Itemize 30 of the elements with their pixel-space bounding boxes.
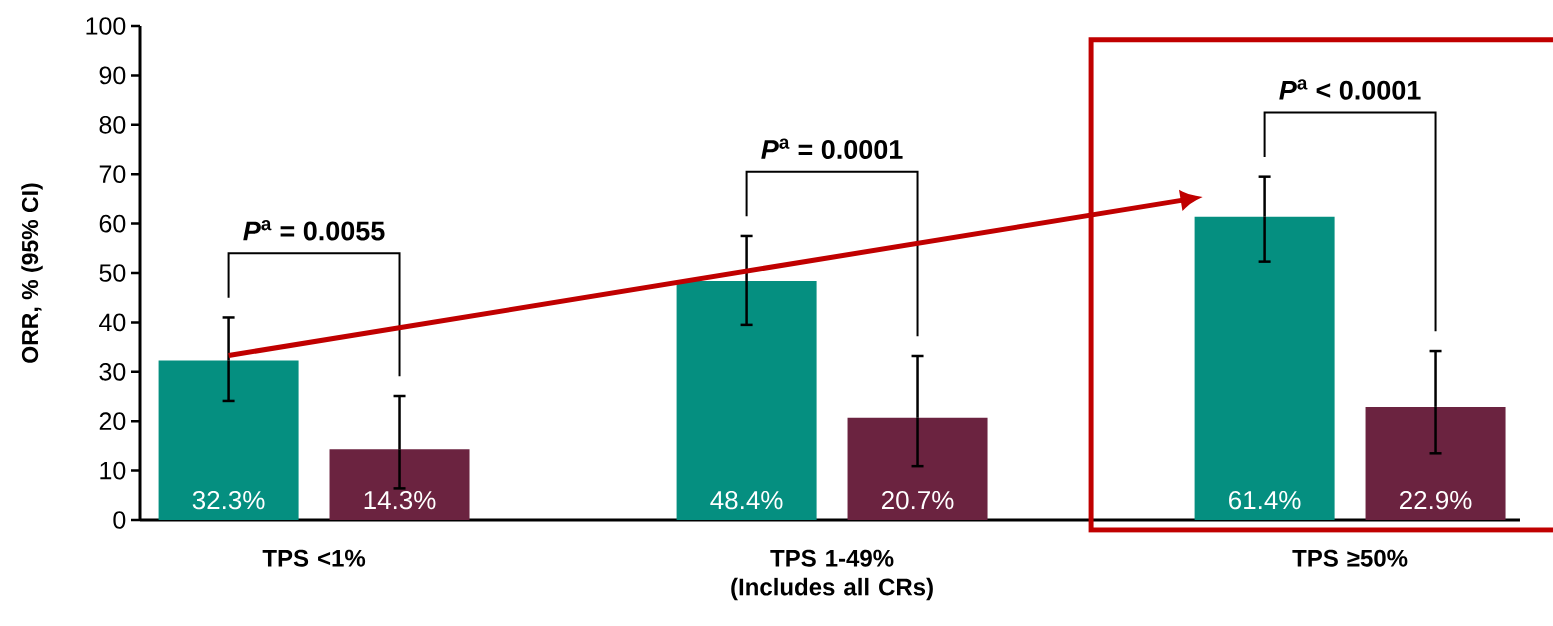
y-tick-label: 80	[99, 115, 126, 134]
x-tick-label: TPS <1%	[262, 549, 366, 567]
data-label: 32.3%	[192, 490, 265, 510]
bar	[676, 280, 817, 520]
y-tick-label: 100	[86, 17, 126, 35]
y-tick-label: 20	[99, 412, 126, 431]
y-tick-label: 60	[99, 214, 126, 233]
data-label: 22.9%	[1400, 490, 1472, 510]
y-tick-label: 0	[113, 511, 126, 529]
y-tick-label: 40	[99, 313, 126, 332]
data-label: 14.3%	[364, 490, 436, 510]
annotation: P$^{a}$ = 0.0001	[761, 138, 903, 160]
bar	[158, 360, 299, 520]
y-tick-label: 10	[100, 461, 126, 480]
data-label: 61.4%	[1229, 490, 1301, 510]
annotation: P$^{a}$ < 0.0001	[1279, 79, 1421, 100]
annotation: P$^{a}$ = 0.0055	[243, 220, 385, 241]
data-label: 48.4%	[710, 490, 783, 510]
y-tick-label: 50	[99, 264, 126, 282]
y-tick-label: 30	[99, 362, 126, 381]
bar	[1365, 406, 1506, 520]
bar	[1194, 216, 1335, 520]
x-tick-label: TPS ≥50%	[1292, 549, 1408, 567]
y-tick-label: 90	[99, 66, 126, 85]
y-axis-title: ORR, % (95% CI)	[21, 183, 43, 363]
bar	[847, 417, 988, 520]
x-tick-label: TPS 1-49% (Includes all CRs)	[731, 549, 933, 601]
y-tick-label: 70	[99, 165, 126, 184]
bar	[329, 449, 470, 520]
data-label: 20.7%	[881, 490, 954, 510]
